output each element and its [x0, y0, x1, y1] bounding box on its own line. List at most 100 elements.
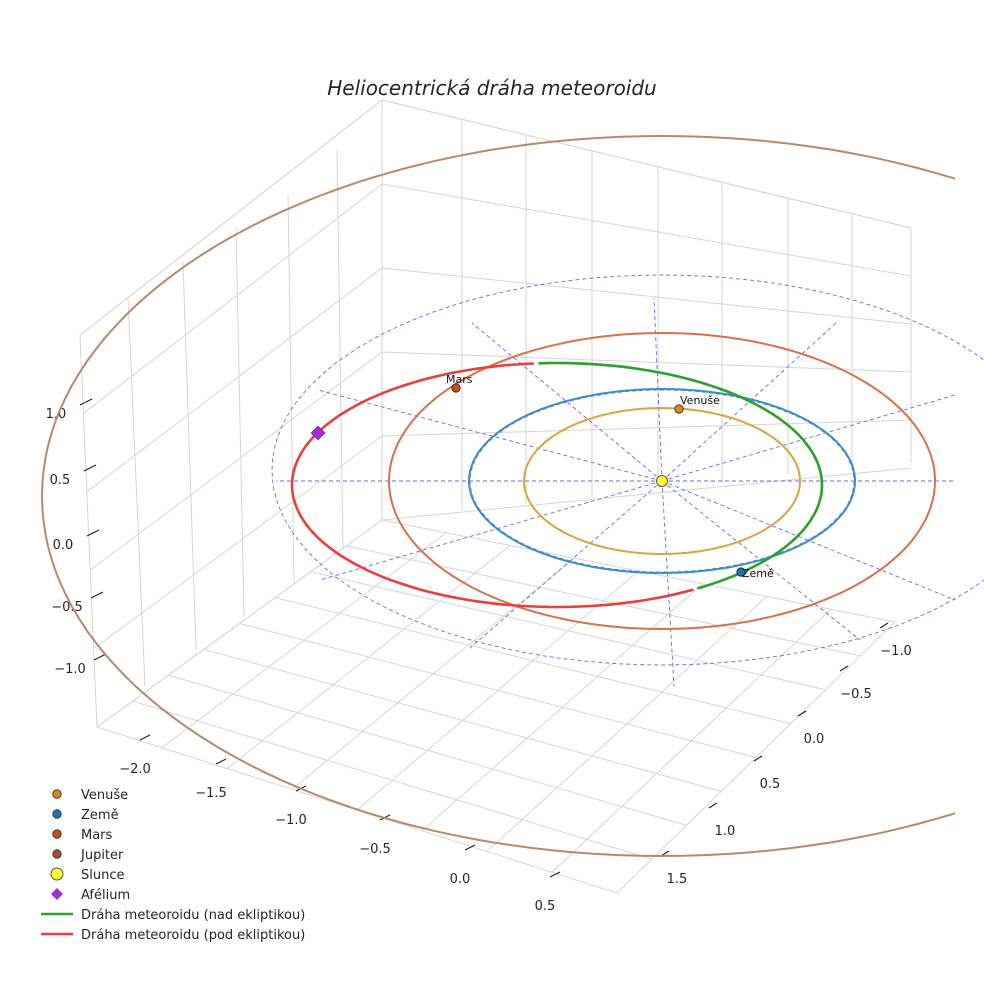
y-tick-label: 1.0	[715, 824, 736, 839]
reference-ray	[471, 322, 663, 482]
ecliptic-reference	[271, 274, 984, 687]
pane-grid-line	[127, 296, 146, 687]
legend-label: Jupiter	[80, 848, 124, 863]
x-tick-label: 0.0	[450, 872, 471, 887]
z-tick-mark	[93, 653, 107, 661]
y-tick-mark	[753, 755, 763, 762]
legend-marker	[52, 829, 62, 839]
y-tick-label: 0.5	[760, 777, 781, 792]
reference-ray	[661, 480, 956, 601]
legend-marker	[52, 849, 62, 859]
reference-ray	[317, 389, 663, 482]
legend: Venuše Země Mars Jupiter Slunce Afélium Dráha …	[41, 788, 305, 943]
orbit-země	[467, 387, 856, 575]
floor-grid-line	[346, 545, 861, 657]
reference-ray	[661, 394, 956, 482]
x-tick-label: −2.0	[119, 762, 151, 777]
floor-grid-line	[203, 648, 722, 792]
x-tick-label: 0.5	[535, 899, 556, 914]
legend-label: Země	[81, 808, 119, 823]
reference-circle	[271, 274, 984, 666]
pane-grid-line	[79, 334, 98, 728]
y-tick-mark	[879, 622, 889, 629]
pane-grid-line	[381, 467, 912, 521]
orbit-mars	[387, 331, 936, 631]
legend-marker	[52, 809, 62, 819]
aphelion-marker	[310, 425, 326, 441]
sun-marker	[656, 475, 668, 487]
legend-label: Afélium	[81, 888, 130, 903]
y-tick-label: 1.5	[667, 872, 688, 887]
floor-grid-line	[310, 571, 826, 691]
z-tick-label: −0.5	[51, 600, 83, 615]
legend-label: Dráha meteoroidu (pod ekliptikou)	[81, 928, 305, 943]
x-tick-mark	[215, 758, 227, 765]
pane-grid	[79, 99, 912, 894]
axes: −2.0 −1.5 −1.0 −0.5 0.0 0.5 −1.0 −0.5 0.0 0.5 1.0 1…	[46, 398, 912, 914]
legend-label: Slunce	[81, 868, 125, 883]
z-tick-mark	[79, 398, 93, 406]
x-tick-label: −0.5	[359, 842, 391, 857]
planet-label: Venuše	[680, 394, 720, 407]
pane-grid-line	[83, 183, 383, 414]
pane-grid-line	[86, 267, 383, 493]
x-tick-label: −1.0	[275, 813, 307, 828]
pane-grid-line	[93, 435, 383, 650]
legend-label: Dráha meteoroidu (nad ekliptikou)	[81, 908, 305, 923]
z-tick-mark	[90, 591, 104, 599]
pane-grid-line	[287, 194, 295, 585]
legend-marker	[51, 888, 63, 900]
planet-label: Země	[742, 567, 774, 580]
reference-ray	[319, 480, 663, 581]
orbit-venuše	[522, 407, 801, 555]
legend-marker	[52, 789, 62, 799]
x-tick-label: −1.5	[195, 786, 227, 801]
z-tick-mark	[83, 464, 97, 472]
pane-grid-line	[79, 99, 383, 336]
planets: Venuše Země Mars	[446, 373, 774, 580]
y-tick-mark	[797, 710, 807, 717]
y-tick-label: 0.0	[804, 732, 825, 747]
floor-grid-line	[168, 674, 687, 826]
legend-label: Mars	[81, 828, 113, 843]
planet-mars	[451, 383, 461, 393]
x-tick-mark	[464, 844, 476, 851]
legend-marker	[50, 867, 64, 881]
pane-grid-line	[381, 183, 912, 277]
pane-grid-line	[89, 351, 383, 571]
pane-grid-line	[182, 261, 197, 651]
pane-grid-line	[381, 419, 912, 437]
meteoroid-orbit	[290, 361, 824, 609]
floor-grid-line	[275, 597, 791, 725]
y-tick-mark	[839, 665, 849, 672]
pane-grid-line	[381, 351, 912, 373]
y-tick-mark	[708, 802, 718, 809]
z-tick-label: −1.0	[54, 662, 86, 677]
meteoroid-above-ecliptic	[538, 361, 824, 590]
floor-grid-line	[132, 700, 652, 860]
z-tick-mark	[86, 529, 100, 537]
pane-grid-line	[235, 227, 245, 618]
x-tick-mark	[549, 871, 561, 878]
floor-grid-line	[239, 623, 757, 758]
planet-orbits	[40, 134, 955, 858]
planet-země	[736, 567, 746, 577]
x-tick-mark	[139, 734, 151, 741]
reference-ray	[469, 480, 663, 649]
z-tick-label: 1.0	[46, 407, 67, 422]
reference-ray	[661, 480, 675, 687]
chart-title: Heliocentrická dráha meteoroidu	[327, 76, 657, 100]
planet-venuše	[674, 404, 684, 414]
planet-label: Mars	[446, 373, 473, 386]
meteoroid-below-ecliptic	[290, 362, 694, 609]
y-tick-label: −0.5	[840, 687, 872, 702]
legend-label: Venuše	[81, 788, 128, 803]
pane-grid-line	[381, 99, 912, 229]
z-tick-label: 0.0	[53, 538, 74, 553]
orbit-jupiter	[40, 134, 955, 858]
z-tick-label: 0.5	[50, 473, 71, 488]
pane-grid-line	[381, 267, 912, 325]
pane-grid-line	[336, 149, 344, 551]
y-tick-label: −1.0	[880, 644, 912, 659]
